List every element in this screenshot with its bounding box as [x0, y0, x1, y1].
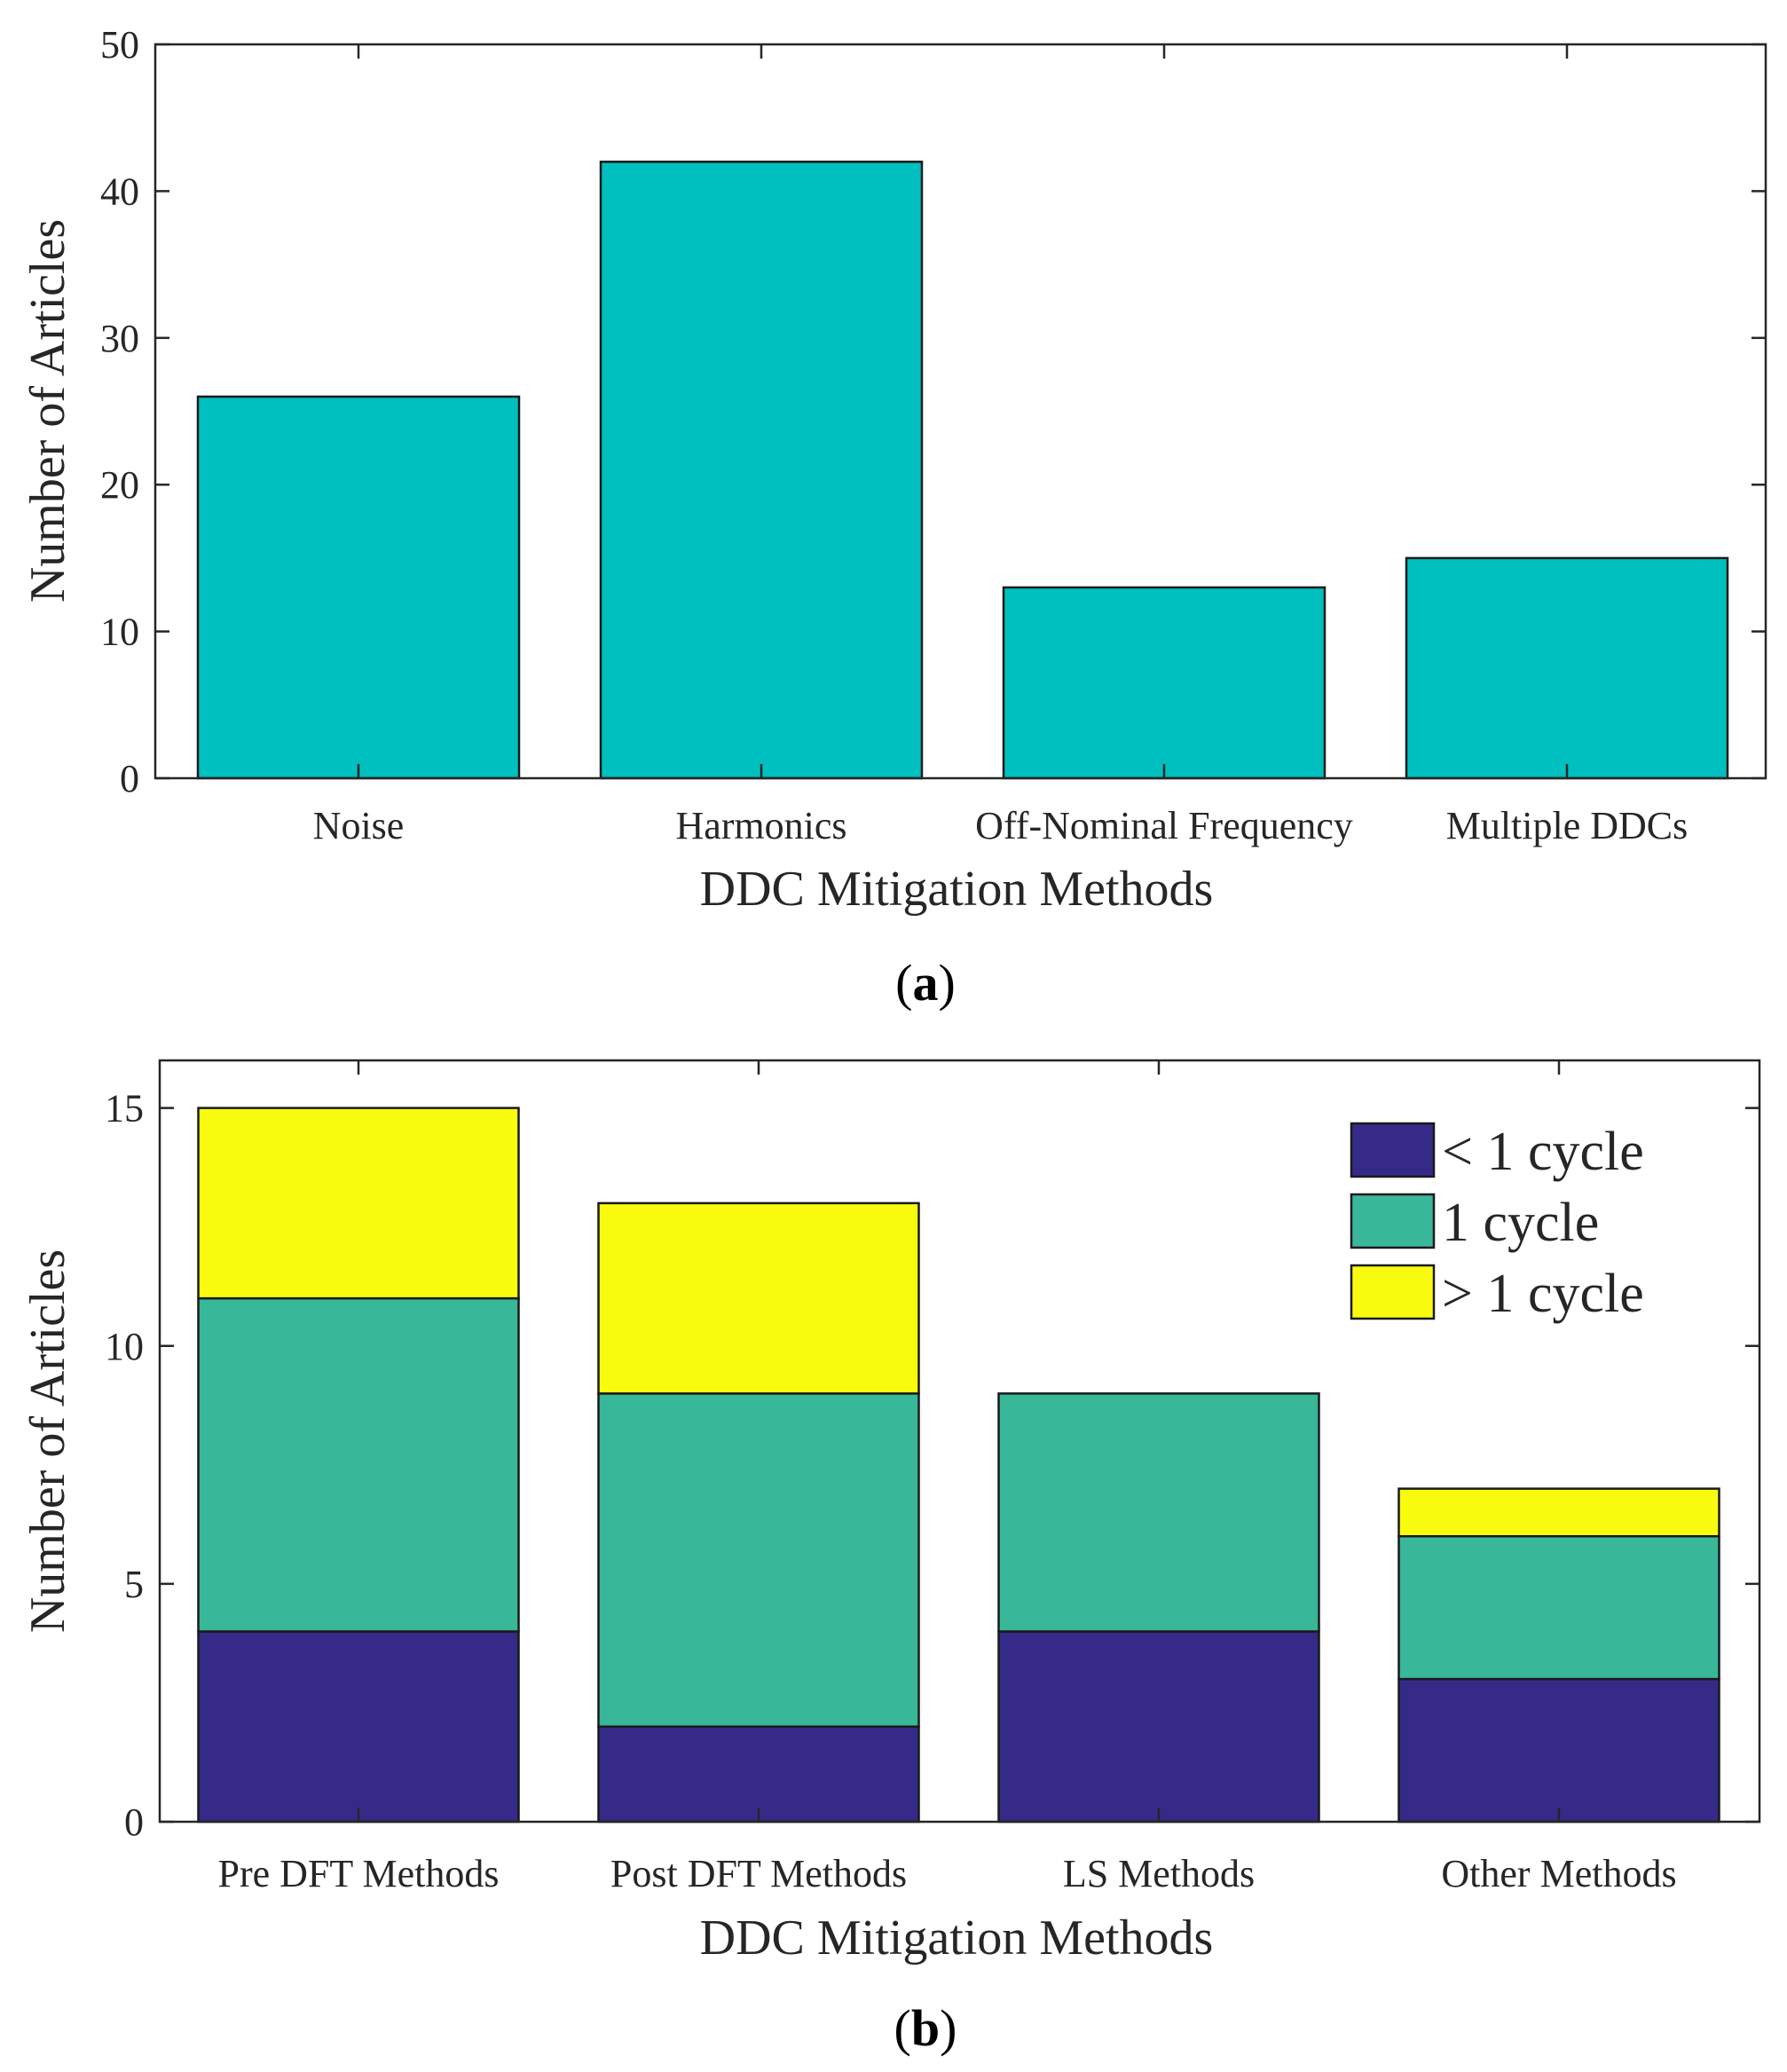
y-tick-label-15: 15 — [105, 1087, 144, 1131]
chart-b-x-ticks: Pre DFT Methods Post DFT Methods LS Method… — [218, 1060, 1677, 1895]
chart-b: 0 5 10 15 Pre DFT Methods Post DFT Methods LS… — [20, 1059, 1761, 2057]
x-tick-label-ls-methods: LS Methods — [1063, 1852, 1255, 1895]
bar-post-dft-methods-lt1 — [597, 1725, 920, 1824]
bar-post-dft-methods-gt1 — [597, 1201, 920, 1395]
x-tick-label-off-nominal-frequency: Off-Nominal Frequency — [975, 804, 1353, 847]
y-tick-label-5: 5 — [124, 1563, 144, 1606]
chart-b-y-axis-label: Number of Articles — [20, 1249, 75, 1633]
bar-multiple-ddcs — [1405, 556, 1729, 780]
legend-swatch-gt1 — [1350, 1264, 1436, 1320]
bar-other-methods-gt1 — [1397, 1487, 1720, 1538]
x-tick-label-noise: Noise — [313, 804, 405, 847]
y-tick-label-10: 10 — [100, 611, 139, 654]
x-tick-label-other-methods: Other Methods — [1441, 1852, 1676, 1895]
bar-off-nominal-frequency — [1002, 586, 1326, 780]
chart-b-panel-label: (b) — [894, 1999, 957, 2057]
chart-a-bars — [196, 161, 1729, 780]
chart-b-y-ticks: 0 5 10 15 — [105, 1087, 1759, 1844]
chart-b-axes-box — [158, 1059, 1761, 1824]
y-tick-label-0: 0 — [124, 1800, 144, 1844]
bar-harmonics — [599, 161, 924, 780]
x-tick-label-pre-dft-methods: Pre DFT Methods — [218, 1852, 500, 1895]
bar-other-methods-lt1 — [1397, 1677, 1720, 1824]
chart-a: 0 10 20 30 40 50 Noise Harmonics Off-Nominal Fr… — [20, 23, 1767, 1012]
bar-ls-methods-lt1 — [997, 1630, 1320, 1824]
bar-ls-methods-eq1 — [997, 1392, 1320, 1633]
bar-other-methods-eq1 — [1397, 1535, 1720, 1681]
x-tick-label-harmonics: Harmonics — [675, 804, 846, 847]
y-tick-label-40: 40 — [100, 169, 139, 213]
legend-label-gt1: > 1 cycle — [1442, 1264, 1644, 1324]
legend-label-eq1: 1 cycle — [1442, 1193, 1599, 1253]
y-tick-label-50: 50 — [100, 23, 139, 67]
chart-b-legend: < 1 cycle 1 cycle > 1 cycle — [1350, 1122, 1644, 1324]
chart-a-x-ticks: Noise Harmonics Off-Nominal Frequency Multi… — [313, 44, 1689, 847]
bar-pre-dft-methods-lt1 — [197, 1630, 520, 1824]
bar-pre-dft-methods-gt1 — [197, 1107, 520, 1300]
y-tick-label-30: 30 — [100, 317, 139, 360]
chart-a-panel-letter: a — [913, 954, 939, 1012]
chart-a-panel-label: (a) — [895, 954, 956, 1012]
bar-pre-dft-methods-eq1 — [197, 1296, 520, 1633]
chart-a-y-axis-label: Number of Articles — [20, 219, 75, 603]
y-tick-label-10: 10 — [105, 1325, 144, 1368]
chart-b-panel-letter: b — [911, 1999, 940, 2057]
chart-a-y-ticks: 0 10 20 30 40 50 — [100, 23, 1766, 800]
y-tick-label-0: 0 — [120, 757, 139, 800]
chart-b-bars — [197, 1107, 1720, 1824]
legend-swatch-lt1 — [1350, 1122, 1436, 1178]
x-tick-label-post-dft-methods: Post DFT Methods — [610, 1852, 907, 1895]
bar-post-dft-methods-eq1 — [597, 1392, 920, 1728]
y-tick-label-20: 20 — [100, 463, 139, 507]
chart-a-axes-box — [154, 43, 1767, 780]
legend-label-lt1: < 1 cycle — [1442, 1122, 1644, 1182]
x-tick-label-multiple-ddcs: Multiple DDCs — [1446, 804, 1689, 847]
chart-a-x-axis-label: DDC Mitigation Methods — [700, 862, 1214, 917]
legend-swatch-eq1 — [1350, 1193, 1436, 1249]
chart-b-x-axis-label: DDC Mitigation Methods — [700, 1910, 1214, 1966]
bar-noise — [196, 395, 521, 780]
